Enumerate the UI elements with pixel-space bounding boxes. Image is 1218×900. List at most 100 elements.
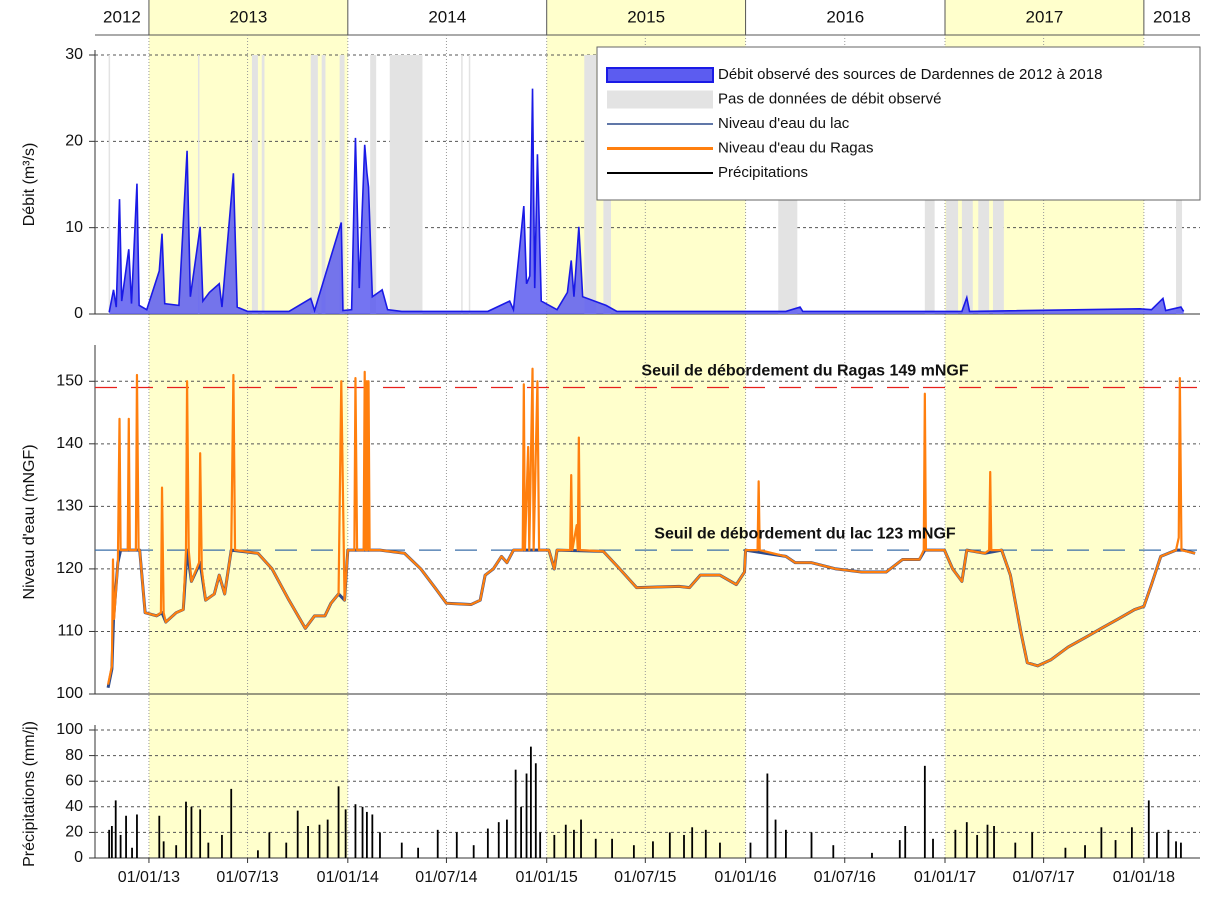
precip-bar: [114, 800, 117, 858]
precip-bar: [539, 832, 542, 858]
precip-bar: [691, 827, 694, 858]
no-data-period: [108, 55, 111, 314]
precip-bar: [199, 809, 202, 858]
y-tick-label: 0: [74, 849, 83, 866]
precip-bar: [704, 829, 707, 858]
precip-bar: [131, 847, 133, 858]
precip-bar: [257, 850, 259, 858]
precip-bar: [573, 829, 575, 858]
precip-bar: [1167, 829, 1170, 858]
precip-bar: [668, 832, 671, 858]
precip-bar: [611, 838, 613, 858]
year-label: 2018: [1153, 7, 1191, 26]
y-tick-label: 100: [56, 685, 83, 702]
precip-bar: [371, 814, 374, 858]
year-label: 2012: [103, 7, 141, 26]
precip-bar: [108, 829, 111, 858]
y-tick-label: 120: [56, 560, 83, 577]
year-label: 2014: [428, 7, 466, 26]
no-data-period: [370, 55, 377, 314]
no-data-period: [389, 55, 423, 314]
x-tick-label: 01/01/17: [914, 869, 976, 886]
precip-bar: [361, 806, 364, 858]
precip-bar: [1014, 842, 1017, 858]
legend-label: Pas de données de débit observé: [718, 90, 942, 107]
no-data-period: [197, 55, 200, 314]
y-tick-label: 30: [65, 46, 83, 63]
precip-bar: [534, 763, 537, 858]
x-tick-label: 01/01/18: [1113, 869, 1175, 886]
precip-bar: [125, 815, 127, 858]
precip-bar: [417, 847, 420, 858]
precip-bar: [354, 804, 357, 858]
threshold-label: Seuil de débordement du Ragas 149 mNGF: [641, 363, 968, 380]
y-axis-label: Précipitations (mm/j): [21, 721, 38, 867]
threshold-label: Seuil de débordement du lac 123 mNGF: [654, 525, 956, 542]
precip-bar: [719, 842, 721, 858]
legend-label: Précipitations: [718, 164, 808, 181]
precip-bar: [455, 832, 458, 858]
precip-bar: [497, 822, 500, 858]
precip-bar: [810, 832, 813, 858]
y-tick-label: 110: [57, 623, 83, 640]
precip-bar: [296, 810, 299, 858]
precip-bar: [337, 786, 340, 858]
x-tick-label: 01/07/14: [415, 869, 477, 886]
precip-bar: [553, 834, 556, 858]
y-tick-label: 0: [74, 305, 83, 322]
precip-bar: [326, 819, 329, 858]
legend-swatch: [607, 90, 713, 109]
legend-label: Niveau d'eau du Ragas: [718, 139, 873, 156]
precip-bar: [472, 845, 475, 858]
precip-bar: [832, 845, 835, 858]
precip-bar: [749, 842, 752, 858]
precip-bar: [1147, 800, 1150, 858]
precip-bar: [175, 845, 178, 858]
y-axis-label: Débit (m³/s): [21, 143, 38, 227]
no-data-period: [468, 55, 471, 314]
legend: Débit observé des sources de Dardennes d…: [596, 46, 1201, 201]
y-tick-label: 60: [65, 772, 83, 789]
precip-bar: [268, 832, 271, 858]
x-tick-label: 01/07/16: [814, 869, 876, 886]
precip-bar: [436, 829, 439, 858]
precip-bar: [158, 815, 161, 858]
no-data-period: [584, 55, 597, 314]
precip-bar: [965, 822, 968, 858]
precip-bar: [185, 801, 187, 858]
y-tick-label: 20: [65, 133, 83, 150]
no-data-period: [461, 55, 463, 314]
year-label: 2015: [627, 7, 665, 26]
precip-bar: [307, 826, 309, 858]
year-label: 2013: [229, 7, 267, 26]
precip-bar: [525, 773, 528, 858]
y-tick-label: 100: [56, 721, 83, 738]
precip-bar: [119, 834, 122, 858]
precip-bar: [285, 842, 288, 858]
y-tick-label: 10: [65, 219, 83, 236]
precip-bar: [564, 824, 567, 858]
precip-bar: [1064, 847, 1067, 858]
precip-bar: [923, 765, 926, 858]
y-tick-label: 40: [65, 798, 83, 815]
precip-bar: [954, 829, 957, 858]
precip-bar: [1130, 827, 1133, 858]
precip-bar: [932, 838, 934, 858]
x-tick-label: 01/07/17: [1012, 869, 1074, 886]
precip-bar: [898, 840, 901, 858]
precip-bar: [529, 746, 532, 858]
precip-bar: [784, 829, 787, 858]
level-line: [107, 367, 1196, 685]
precip-bar: [136, 814, 138, 858]
no-data-period: [251, 55, 258, 314]
legend-label: Débit observé des sources de Dardennes d…: [718, 66, 1102, 83]
flow-line: [108, 88, 1185, 314]
x-tick-label: 01/01/14: [317, 869, 379, 886]
y-tick-label: 80: [65, 747, 83, 764]
precip-bar: [1031, 832, 1034, 858]
precip-bar: [514, 769, 517, 858]
precip-bar: [766, 773, 769, 858]
year-label: 2017: [1026, 7, 1064, 26]
precip-bar: [594, 838, 597, 858]
